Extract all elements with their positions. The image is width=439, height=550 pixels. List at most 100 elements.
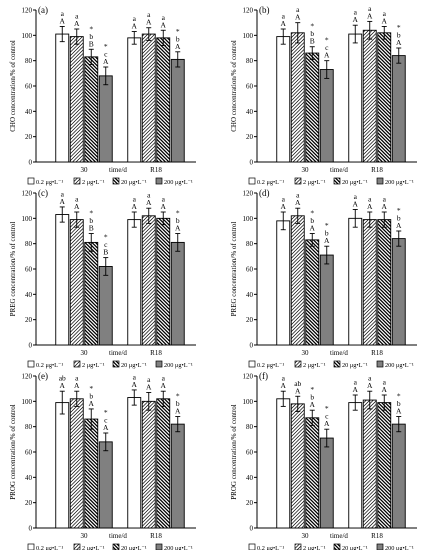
legend-item: 2 μg•L⁻¹ (294, 543, 326, 550)
y-axis-label: PREG concentration/% of control (230, 222, 238, 317)
legend-label: 200 μg•L⁻¹ (164, 362, 193, 369)
significance-label: * (89, 209, 93, 218)
significance-label: A (60, 381, 66, 390)
legend-label: 200 μg•L⁻¹ (164, 545, 193, 550)
legend-swatch (376, 177, 384, 185)
significance-label: a (133, 195, 137, 204)
panel-label: (e) (38, 371, 48, 381)
significance-label: A (103, 57, 109, 66)
legend-swatch (73, 360, 81, 368)
y-tick-label: 0 (250, 342, 254, 350)
panel-label: (f) (259, 371, 268, 381)
y-tick-label: 20 (25, 133, 33, 141)
legend-swatch (376, 543, 384, 550)
significance-label: A (161, 20, 167, 29)
legend-item: 20 μg•L⁻¹ (112, 177, 147, 186)
bar (84, 418, 99, 529)
y-tick-label: 20 (25, 316, 33, 324)
significance-label: * (397, 23, 401, 32)
significance-label: A (310, 400, 316, 409)
significance-label: a (162, 374, 166, 383)
legend-label: 20 μg•L⁻¹ (121, 179, 147, 186)
significance-label: b (176, 399, 180, 408)
significance-label: a (368, 195, 372, 204)
chart-panel: 0 20 40 60 80 100 120 PREG concentration/% of c… (230, 188, 417, 369)
significance-label: * (325, 36, 329, 45)
significance-label: b (397, 399, 401, 408)
x-tick-label: R18 (371, 532, 383, 540)
bar (391, 55, 406, 163)
legend-swatch (27, 177, 35, 185)
legend-label: 200 μg•L⁻¹ (164, 179, 193, 186)
significance-label: A (396, 38, 402, 47)
bar (290, 215, 305, 346)
legend-swatch (294, 177, 302, 185)
y-tick-label: 40 (25, 108, 33, 116)
bar (362, 219, 377, 346)
significance-label: b (310, 393, 314, 402)
legend-swatch (294, 360, 302, 368)
y-axis-label: CHO concentration/% of control (230, 40, 238, 132)
x-axis-label: time/d (109, 166, 127, 174)
bar (276, 220, 291, 346)
legend-label: 0.2 μg•L⁻¹ (36, 179, 63, 186)
bar (127, 219, 142, 346)
significance-label: a (282, 12, 286, 21)
significance-label: A (60, 197, 66, 206)
bar (348, 33, 363, 163)
significance-label: A (324, 51, 330, 60)
significance-label: A (74, 19, 80, 28)
significance-label: A (60, 16, 66, 25)
legend-item: 0.2 μg•L⁻¹ (248, 360, 284, 369)
legend-label: 20 μg•L⁻¹ (342, 545, 368, 550)
significance-label: A (367, 11, 373, 20)
y-tick-label: 40 (25, 474, 33, 482)
y-tick-label: 60 (246, 266, 254, 274)
y-tick-label: 80 (246, 240, 254, 248)
significance-label: * (176, 209, 180, 218)
significance-label: A (161, 202, 167, 211)
legend-item: 0.2 μg•L⁻¹ (27, 360, 63, 369)
legend-item: 2 μg•L⁻¹ (73, 360, 105, 369)
legend-label: 2 μg•L⁻¹ (303, 179, 326, 186)
legend-item: 0.2 μg•L⁻¹ (27, 543, 63, 550)
y-axis-label: PROG concentration/% of control (230, 404, 238, 500)
legend-item: 0.2 μg•L⁻¹ (27, 177, 63, 186)
y-tick-label: 100 (243, 398, 254, 406)
legend-item: 2 μg•L⁻¹ (294, 177, 326, 186)
bar (305, 417, 320, 529)
legend-label: 200 μg•L⁻¹ (385, 545, 414, 550)
significance-label: a (282, 374, 286, 383)
significance-label: c (104, 416, 108, 425)
significance-label: A (175, 42, 181, 51)
significance-label: * (325, 221, 329, 230)
y-tick-label: 20 (246, 499, 254, 507)
bar (84, 56, 99, 163)
significance-label: * (89, 384, 93, 393)
legend-label: 2 μg•L⁻¹ (82, 362, 105, 369)
legend-item: 20 μg•L⁻¹ (112, 543, 147, 550)
legend-label: 0.2 μg•L⁻¹ (257, 362, 284, 369)
significance-label: b (397, 214, 401, 223)
significance-label: A (281, 19, 287, 28)
significance-label: A (382, 202, 388, 211)
legend-item: 200 μg•L⁻¹ (376, 177, 414, 186)
significance-label: A (382, 16, 388, 25)
bar (377, 402, 392, 529)
y-tick-label: 120 (22, 7, 33, 15)
legend-label: 0.2 μg•L⁻¹ (36, 362, 63, 369)
significance-label: ab (59, 374, 66, 383)
chart-panel: 0 20 40 60 80 100 120 PROG concentration/% of c… (9, 371, 196, 550)
y-tick-label: 20 (246, 133, 254, 141)
legend-swatch (73, 543, 81, 550)
significance-label: * (310, 209, 314, 218)
significance-label: A (295, 13, 301, 22)
significance-label: b (325, 229, 329, 238)
x-tick-label: 30 (302, 349, 310, 357)
significance-label: a (147, 375, 151, 384)
significance-label: B (103, 248, 108, 257)
y-tick-label: 40 (246, 108, 254, 116)
legend-swatch (248, 543, 256, 550)
legend-label: 200 μg•L⁻¹ (385, 362, 414, 369)
legend-label: 200 μg•L⁻¹ (385, 179, 414, 186)
